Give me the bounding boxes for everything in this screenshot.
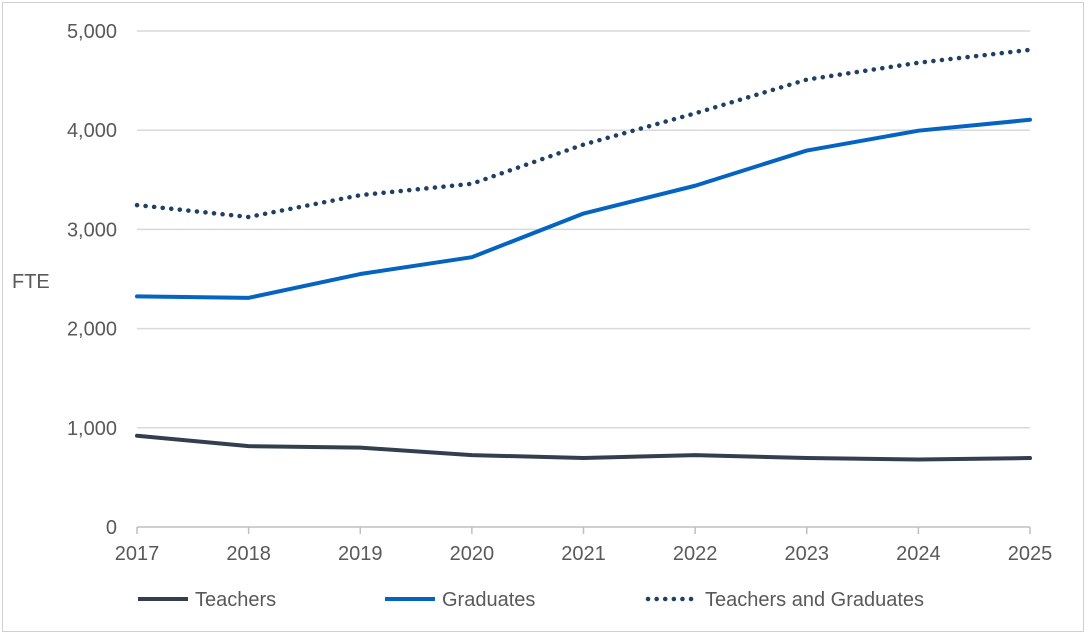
x-tick-label: 2019	[338, 543, 383, 565]
series-line-teachers	[135, 433, 1032, 462]
x-tick-label: 2018	[226, 543, 271, 565]
legend-label: Graduates	[442, 589, 535, 611]
x-tick-label: 2024	[896, 543, 941, 565]
x-tick-label: 2017	[115, 543, 160, 565]
y-tick-label: 1,000	[67, 418, 117, 440]
y-tick-label: 0	[106, 517, 117, 539]
gridlines	[137, 30, 1030, 429]
y-tick-label: 4,000	[67, 120, 117, 142]
y-axis-label: FTE	[12, 271, 50, 293]
y-tick-label: 3,000	[67, 219, 117, 241]
x-tick-label: 2021	[561, 543, 606, 565]
x-tick-label: 2022	[673, 543, 718, 565]
legend-label: Teachers and Graduates	[705, 589, 924, 611]
x-tick-label: 2025	[1008, 543, 1053, 565]
series-lines	[134, 47, 1033, 462]
x-tick-label: 2023	[785, 543, 830, 565]
y-tick-label: 5,000	[67, 21, 117, 43]
x-tick-label: 2020	[450, 543, 495, 565]
legend: Teachers Graduates Teachers and Graduates	[138, 589, 924, 611]
legend-label: Teachers	[195, 589, 276, 611]
y-tick-label: 2,000	[67, 319, 117, 341]
y-axis-ticks: 0 1,000 2,000 3,000 4,000 5,000	[67, 21, 117, 539]
x-axis: 2017 2018 2019 2020 2021 2022 2023 2024 2025	[115, 526, 1053, 565]
